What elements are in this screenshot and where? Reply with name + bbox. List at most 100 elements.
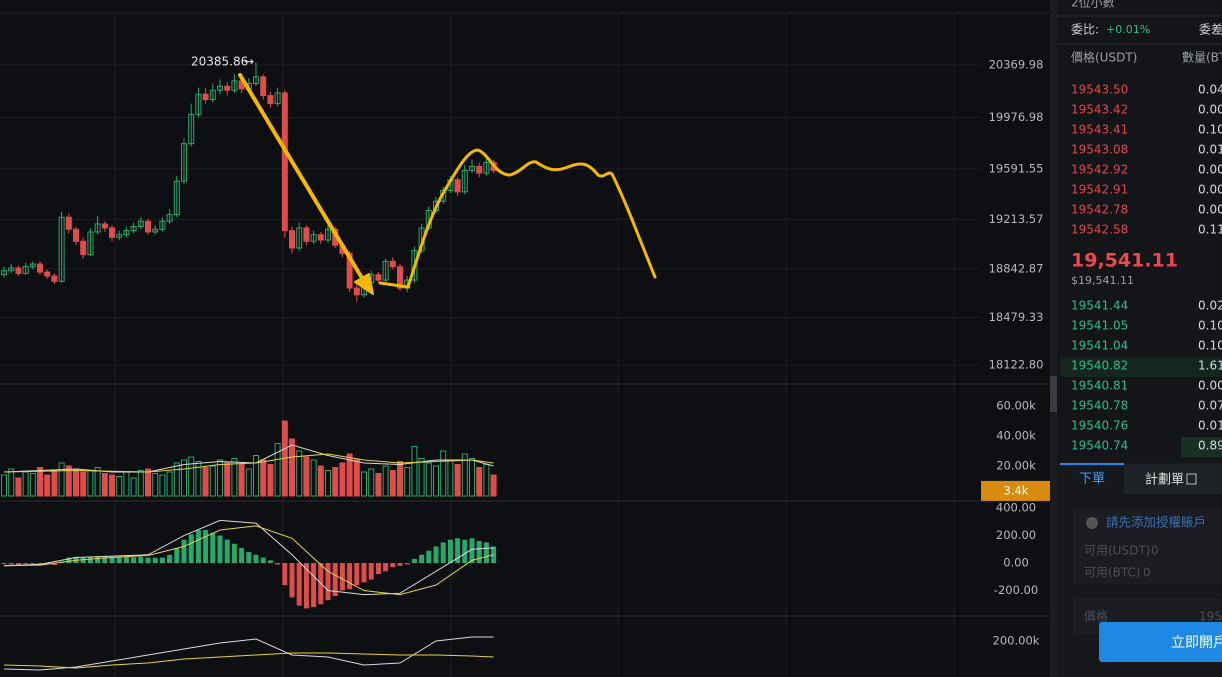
volume-bar: [44, 474, 51, 497]
macd-bar: [51, 563, 57, 565]
book-qty: 0.10: [1198, 123, 1222, 137]
volume-bar: [145, 468, 151, 497]
macd-bar: [332, 563, 338, 597]
volume-bar: [433, 465, 439, 497]
candle-body: [65, 216, 72, 230]
candle-body: [181, 143, 187, 182]
candle-body: [231, 80, 238, 91]
tab[interactable]: 計劃單: [1145, 472, 1184, 488]
volume-bar: [411, 445, 418, 497]
precision[interactable]: 2位小數: [1071, 0, 1115, 10]
macd-bar: [1, 563, 7, 565]
indicator-line: [3, 652, 494, 669]
y-tick-label: 400.00: [996, 501, 1036, 515]
candle-body: [101, 223, 108, 229]
macd-bar: [138, 556, 144, 564]
macd-bar: [123, 556, 129, 564]
book-price: 19540.78: [1071, 399, 1128, 413]
volume-bar: [461, 453, 468, 497]
volume-bar: [289, 438, 295, 497]
indicator-line: [3, 525, 494, 596]
volume-bar: [116, 475, 123, 497]
candle-body: [188, 113, 195, 145]
book-qty: 0.00: [1198, 203, 1222, 217]
button-label[interactable]: 立即開戶: [1171, 635, 1222, 651]
candle-body: [303, 227, 310, 242]
volume-bar: [382, 465, 389, 497]
y-tick-label: 18479.33: [989, 310, 1044, 324]
candle-body: [195, 93, 202, 115]
open-account-button[interactable]: [1099, 622, 1222, 662]
macd-bar: [152, 557, 158, 564]
y-tick-label: 19976.98: [989, 110, 1044, 124]
macd-bar: [462, 539, 468, 564]
volume-bar: [238, 463, 245, 497]
volume-bar: [130, 477, 137, 497]
candle-body: [397, 266, 403, 289]
help-icon[interactable]: [1186, 473, 1197, 485]
splitter[interactable]: [1050, 0, 1057, 677]
volume-bar: [368, 468, 375, 497]
y-tick-label: 0.00: [1003, 556, 1029, 570]
volume-bar: [418, 457, 425, 497]
candle-body: [87, 231, 94, 256]
macd-bar: [347, 563, 353, 590]
macd-bar: [224, 539, 230, 564]
volume-bar: [404, 466, 411, 497]
candle-body: [166, 214, 173, 222]
macd-bar: [383, 563, 389, 572]
macd-bar: [311, 563, 317, 608]
macd-bar: [296, 563, 302, 606]
candle-body: [353, 287, 360, 296]
notice[interactable]: 請先添加授權賬戶: [1106, 515, 1206, 530]
book-qty: 0.11: [1198, 223, 1222, 237]
volume-bar: [29, 472, 36, 497]
book-qty: 0.00: [1198, 103, 1222, 117]
macd-bar: [419, 554, 425, 564]
hand-drawing: [238, 73, 657, 295]
last-price-usd: $19,541.11: [1071, 274, 1134, 287]
book-price: 19543.08: [1071, 143, 1128, 157]
book-qty: 0.89: [1198, 439, 1222, 453]
macd-bar: [174, 547, 180, 564]
volume-bar: [375, 472, 382, 497]
volume-bar: [80, 471, 87, 497]
volume-bar: [339, 462, 346, 497]
macd-bar: [131, 557, 137, 564]
macd-bar: [368, 563, 374, 580]
macd-bar: [361, 563, 367, 583]
y-tick-label: 200.00: [996, 528, 1036, 542]
radio[interactable]: [1086, 517, 1098, 529]
y-tick-label: 20.00k: [996, 458, 1036, 472]
candle-body: [461, 169, 468, 193]
candle-body: [382, 260, 389, 281]
macd-bar: [267, 560, 273, 564]
macd-bar: [426, 550, 432, 564]
volume-bar: [303, 456, 310, 497]
volume-bar: [253, 454, 259, 497]
volume-bar: [325, 469, 331, 497]
y-tick-label: -200.00: [994, 583, 1038, 597]
macd-bar: [411, 558, 417, 564]
volume-bar: [346, 453, 353, 497]
splitter-handle[interactable]: [1050, 376, 1057, 412]
volume-bar: [353, 459, 360, 497]
available-label: 可用(BTC): [1084, 566, 1141, 580]
candle-body: [469, 165, 475, 171]
macd-bar: [203, 530, 209, 564]
candle-body: [476, 165, 483, 174]
volume-bar: [310, 459, 317, 497]
y-tick-label: 18842.87: [989, 261, 1044, 275]
candle-body: [296, 227, 303, 249]
indicator-line: [3, 453, 494, 473]
available-label: 可用(USDT): [1084, 544, 1150, 558]
macd-bar: [339, 563, 345, 591]
volume-bar: [469, 457, 475, 497]
tab[interactable]: 下單: [1079, 472, 1105, 487]
macd-bar: [397, 563, 403, 566]
indicator-line: [3, 636, 494, 671]
price-header: 價格(USDT): [1071, 50, 1137, 65]
volume-bar: [425, 462, 432, 497]
y-tick-label: 20369.98: [989, 57, 1044, 71]
